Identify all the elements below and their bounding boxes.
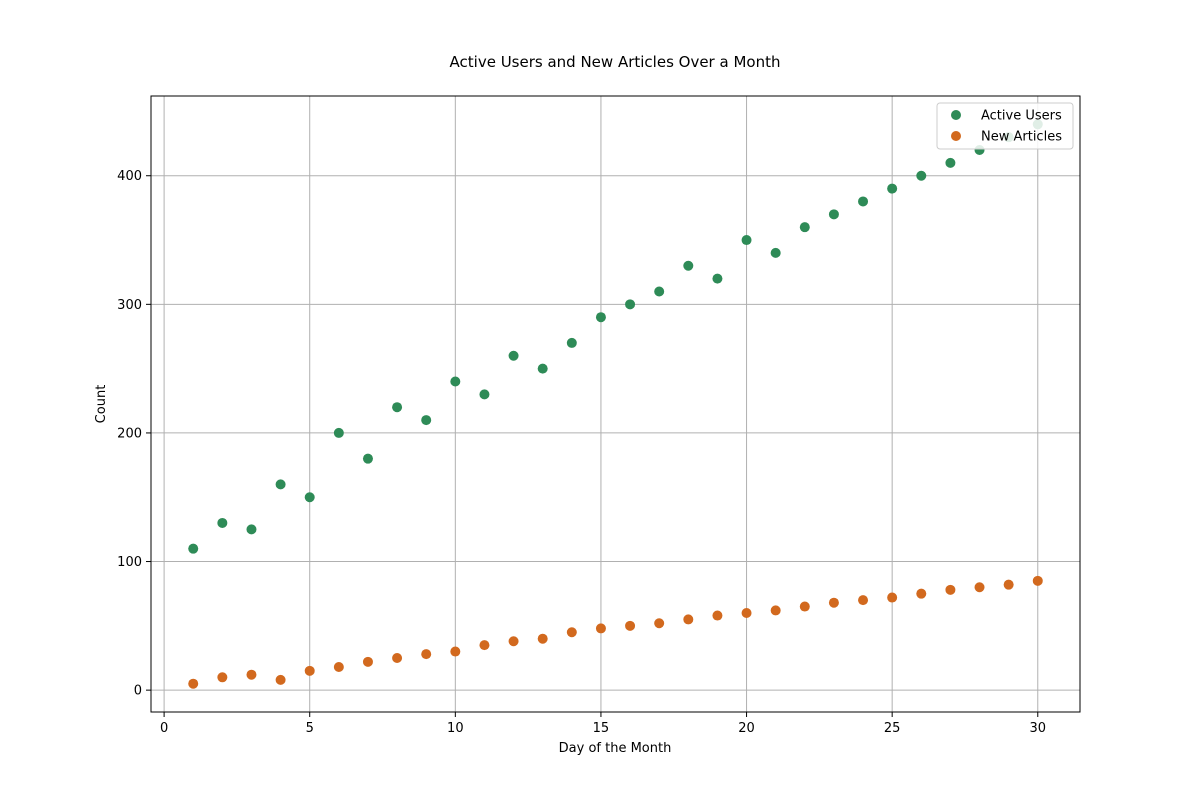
y-tick-label: 0: [134, 684, 142, 699]
new-articles-point: [304, 665, 315, 676]
new-articles-point: [712, 610, 723, 621]
new-articles-point: [421, 649, 432, 660]
new-articles-point: [770, 605, 781, 616]
y-tick-label: 400: [117, 169, 142, 184]
x-tick-label: 5: [306, 721, 314, 736]
active-users-point: [421, 415, 432, 426]
new-articles-point: [362, 656, 373, 667]
active-users-point: [799, 222, 810, 233]
new-articles-point: [799, 601, 810, 612]
new-articles-point: [333, 661, 344, 672]
new-articles-point: [916, 588, 927, 599]
x-tick-label: 20: [738, 721, 755, 736]
new-articles-point: [392, 652, 403, 663]
grid: [151, 96, 1080, 712]
active-users-point: [828, 209, 839, 220]
plot-frame: [150, 95, 1081, 713]
new-articles-point: [683, 614, 694, 625]
active-users-point: [770, 247, 781, 258]
new-articles-point: [974, 582, 985, 593]
active-users-point: [712, 273, 723, 284]
active-users-point: [654, 286, 665, 297]
legend-box: [936, 102, 1074, 150]
legend-marker-new-articles: [951, 131, 961, 141]
new-articles-point: [246, 669, 257, 680]
active-users-point: [945, 157, 956, 168]
x-tick-label: 10: [447, 721, 464, 736]
new-articles-point: [654, 618, 665, 629]
active-users-point: [595, 312, 606, 323]
new-articles-point: [537, 633, 548, 644]
active-users-point: [858, 196, 869, 207]
active-users-point: [508, 350, 519, 361]
x-tick-label: 0: [160, 721, 168, 736]
y-tick-label: 300: [117, 298, 142, 313]
new-articles-point: [479, 640, 490, 651]
new-articles-point: [1032, 575, 1043, 586]
legend-label-active-users: Active Users: [981, 109, 1062, 124]
y-axis-label: Count: [94, 385, 109, 424]
active-users-point: [246, 524, 257, 535]
active-users-point: [450, 376, 461, 387]
x-tick-label: 25: [884, 721, 901, 736]
legend: Active Users New Articles: [936, 102, 1074, 150]
new-articles-point: [450, 646, 461, 657]
legend-label-new-articles: New Articles: [981, 130, 1062, 145]
active-users-point: [304, 492, 315, 503]
new-articles-point: [217, 672, 228, 683]
active-users-point: [479, 389, 490, 400]
active-users-point: [333, 427, 344, 438]
chart-title: Active Users and New Articles Over a Mon…: [450, 53, 781, 71]
active-users-point: [741, 235, 752, 246]
new-articles-point: [595, 623, 606, 634]
new-articles-point: [566, 627, 577, 638]
active-users-point: [275, 479, 286, 490]
x-tick-label: 30: [1029, 721, 1046, 736]
x-axis-label: Day of the Month: [559, 741, 672, 756]
y-tick-label: 200: [117, 426, 142, 441]
data-points: [188, 119, 1043, 689]
new-articles-point: [508, 636, 519, 647]
new-articles-point: [945, 584, 956, 595]
new-articles-point: [858, 595, 869, 606]
new-articles-point: [188, 678, 199, 689]
active-users-point: [625, 299, 636, 310]
active-users-point: [537, 363, 548, 374]
new-articles-point: [275, 674, 286, 685]
x-tick-label: 15: [593, 721, 610, 736]
active-users-point: [916, 170, 927, 181]
new-articles-point: [1003, 579, 1014, 590]
new-articles-point: [887, 592, 898, 603]
y-tick-label: 100: [117, 555, 142, 570]
active-users-point: [566, 337, 577, 348]
active-users-point: [188, 543, 199, 554]
legend-marker-active-users: [951, 110, 961, 120]
active-users-point: [362, 453, 373, 464]
new-articles-point: [625, 620, 636, 631]
active-users-point: [683, 260, 694, 271]
active-users-point: [217, 517, 228, 528]
active-users-point: [887, 183, 898, 194]
new-articles-point: [741, 607, 752, 618]
new-articles-point: [828, 597, 839, 608]
active-users-point: [392, 402, 403, 413]
